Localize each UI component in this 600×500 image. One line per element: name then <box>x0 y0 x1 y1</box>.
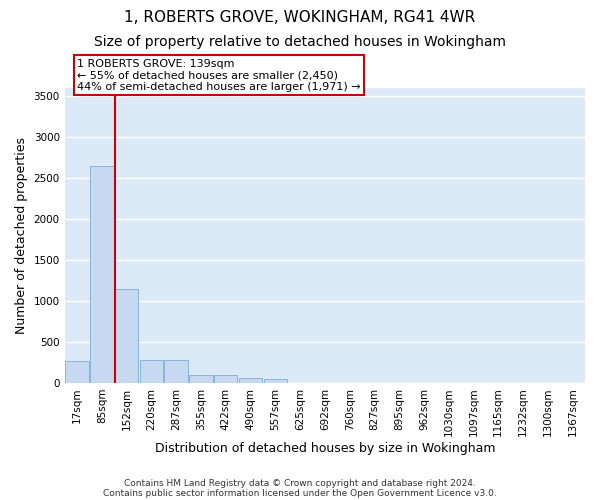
Y-axis label: Number of detached properties: Number of detached properties <box>15 137 28 334</box>
X-axis label: Distribution of detached houses by size in Wokingham: Distribution of detached houses by size … <box>155 442 495 455</box>
Text: 1, ROBERTS GROVE, WOKINGHAM, RG41 4WR: 1, ROBERTS GROVE, WOKINGHAM, RG41 4WR <box>124 10 476 25</box>
Text: Contains public sector information licensed under the Open Government Licence v3: Contains public sector information licen… <box>103 488 497 498</box>
Bar <box>65 360 89 383</box>
Text: Size of property relative to detached houses in Wokingham: Size of property relative to detached ho… <box>94 35 506 49</box>
Bar <box>90 166 113 383</box>
Bar <box>263 378 287 383</box>
Bar <box>140 360 163 383</box>
Bar <box>214 375 238 383</box>
Bar <box>164 360 188 383</box>
Text: Contains HM Land Registry data © Crown copyright and database right 2024.: Contains HM Land Registry data © Crown c… <box>124 478 476 488</box>
Text: 1 ROBERTS GROVE: 139sqm
← 55% of detached houses are smaller (2,450)
44% of semi: 1 ROBERTS GROVE: 139sqm ← 55% of detache… <box>77 58 361 92</box>
Bar <box>189 374 213 383</box>
Bar <box>239 378 262 383</box>
Bar <box>115 288 139 383</box>
